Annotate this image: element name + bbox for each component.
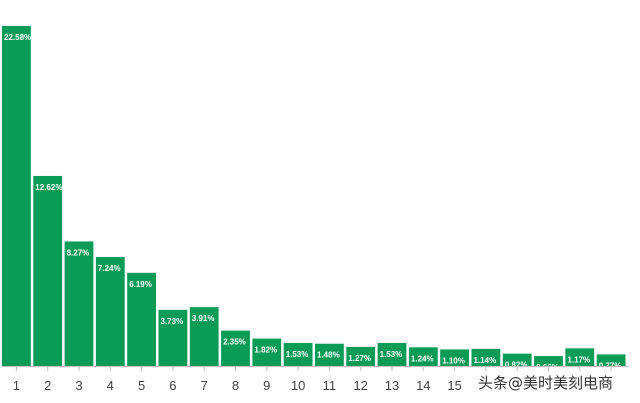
x-tick-label: 3 — [75, 378, 82, 393]
data-label: 6.19% — [129, 280, 152, 289]
data-label: 1.27% — [348, 354, 371, 363]
x-tick-label: 12 — [353, 378, 367, 393]
x-tick-label: 5 — [138, 378, 145, 393]
data-label: 1.48% — [317, 351, 340, 360]
x-tick-label: 1 — [13, 378, 20, 393]
bar — [95, 256, 125, 366]
data-label: 1.17% — [567, 355, 590, 364]
watermark-text: 头条@美时美刻电商 — [478, 374, 614, 392]
data-label: 1.53% — [286, 350, 309, 359]
bar — [158, 309, 188, 366]
bar — [502, 353, 532, 366]
data-label: 1.53% — [380, 350, 403, 359]
data-label: 1.14% — [474, 356, 497, 365]
data-label: 0.82% — [505, 361, 528, 370]
bar — [315, 343, 344, 366]
bar — [596, 354, 626, 366]
bar — [127, 272, 156, 366]
bar — [377, 342, 407, 366]
data-label: 12.62% — [35, 183, 62, 192]
x-tick-label: 4 — [107, 378, 114, 393]
x-tick-label: 11 — [323, 378, 337, 393]
data-label: 7.24% — [98, 264, 121, 273]
data-label: 8.27% — [67, 248, 90, 257]
data-labels-group: 22.58% 12.62% 8.27% 7.24% 6.19% 3.73% 3.91% 2.3… — [4, 33, 621, 372]
x-tick-label: 8 — [232, 378, 239, 393]
x-tick-label: 9 — [263, 378, 270, 393]
data-label: 3.91% — [192, 314, 215, 323]
bar — [408, 347, 438, 366]
bar — [33, 175, 63, 366]
x-tick-label: 15 — [447, 378, 461, 393]
bar — [471, 348, 501, 366]
x-tick-label: 6 — [169, 378, 176, 393]
bars-group — [2, 26, 626, 366]
bar — [221, 330, 250, 366]
bar — [2, 26, 31, 366]
data-label: 1.10% — [442, 356, 465, 365]
bar — [64, 241, 94, 366]
data-label: 0.66% — [536, 363, 559, 372]
data-label: 0.77% — [599, 361, 622, 370]
data-label: 22.58% — [4, 33, 31, 42]
x-tick-label: 14 — [416, 378, 430, 393]
data-label: 3.73% — [161, 317, 184, 326]
x-tick-label: 10 — [291, 378, 305, 393]
x-tick-label: 7 — [201, 378, 208, 393]
bar — [565, 348, 595, 366]
x-tick-label: 13 — [385, 378, 399, 393]
bar — [252, 338, 282, 366]
bar — [440, 349, 469, 366]
bar — [283, 342, 313, 366]
x-tick-label: 2 — [44, 378, 51, 393]
bar — [534, 356, 563, 366]
data-label: 1.82% — [254, 346, 277, 355]
data-label: 2.35% — [223, 338, 246, 347]
bar — [189, 307, 219, 366]
x-axis: 1 2 3 4 5 6 7 8 9 10 11 12 13 14 15 — [2, 366, 628, 393]
bar — [346, 346, 376, 366]
data-label: 1.24% — [411, 354, 434, 363]
